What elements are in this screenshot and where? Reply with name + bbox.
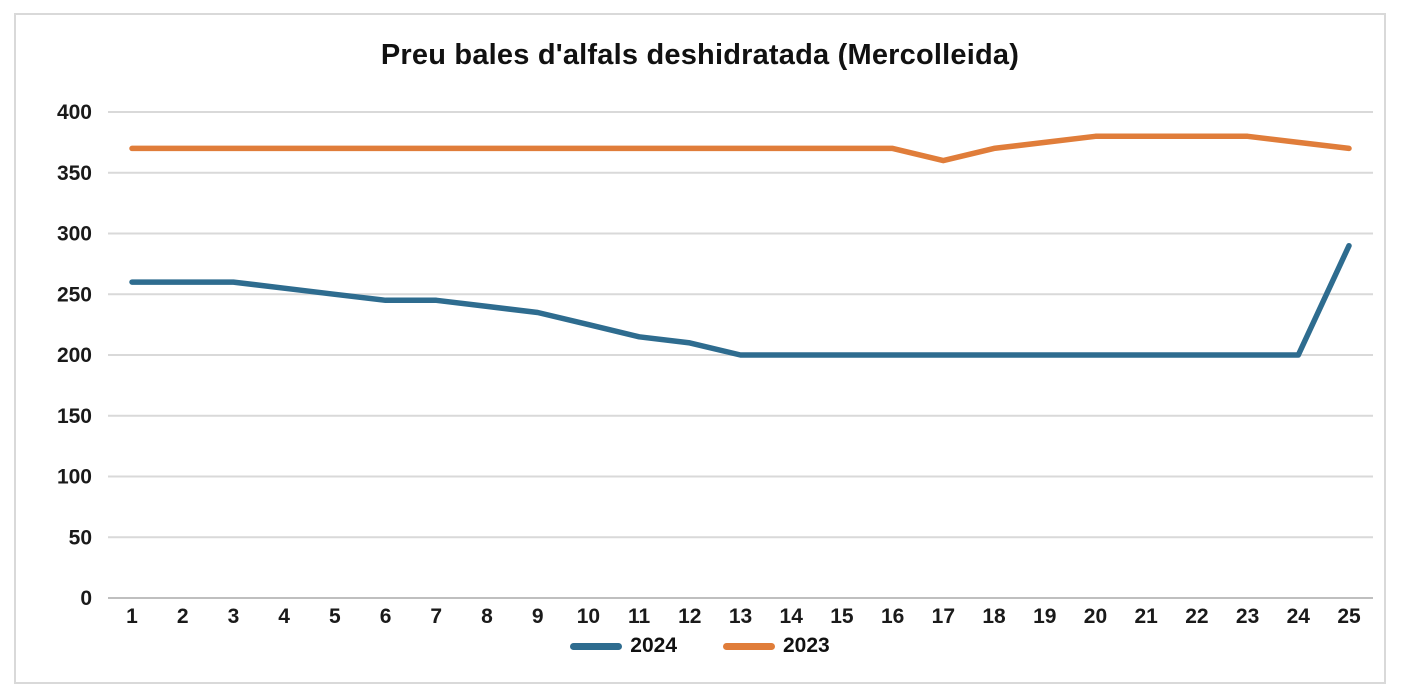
x-tick-label: 12 (678, 605, 701, 628)
series-line-2023 (129, 133, 1352, 164)
x-tick-label: 20 (1084, 605, 1107, 628)
legend-swatch-2023 (723, 642, 775, 650)
y-tick-label: 250 (57, 283, 92, 306)
x-tick-label: 23 (1236, 605, 1259, 628)
x-tick-label: 10 (577, 605, 600, 628)
x-tick-label: 4 (278, 605, 290, 628)
chart-title: Preu bales d'alfals deshidratada (Mercol… (380, 39, 1020, 71)
legend-item-2023: 2023 (723, 634, 830, 658)
x-tick-label: 7 (430, 605, 442, 628)
y-tick-label: 150 (57, 405, 92, 428)
x-tick-label: 17 (932, 605, 955, 628)
x-tick-label: 15 (830, 605, 854, 628)
x-tick-label: 16 (881, 605, 904, 628)
x-tick-label: 2 (177, 605, 189, 628)
x-tick-label: 11 (628, 605, 651, 628)
x-tick-label: 6 (380, 605, 392, 628)
x-tick-label: 8 (481, 605, 493, 628)
y-tick-label: 0 (80, 587, 92, 610)
x-tick-label: 14 (780, 605, 804, 628)
legend-label-2024: 2024 (630, 634, 677, 657)
series-line-2024 (129, 242, 1352, 358)
x-tick-label: 18 (982, 605, 1006, 628)
x-tick-label: 1 (126, 605, 138, 628)
x-tick-label: 19 (1033, 605, 1056, 628)
x-tick-label: 24 (1287, 605, 1311, 628)
y-tick-label: 200 (57, 344, 92, 367)
chart-figure: Preu bales d'alfals deshidratada (Mercol… (14, 13, 1386, 684)
x-tick-label: 25 (1337, 605, 1361, 628)
legend-label-2023: 2023 (783, 634, 830, 657)
y-tick-label: 400 (57, 101, 92, 124)
x-tick-label: 5 (329, 605, 341, 628)
y-tick-label: 50 (69, 526, 92, 549)
x-tick-label: 3 (228, 605, 240, 628)
legend-swatch-2024 (570, 642, 623, 650)
x-tick-label: 22 (1185, 605, 1208, 628)
y-tick-label: 300 (57, 223, 92, 246)
legend-item-2024: 2024 (570, 634, 677, 658)
y-tick-label: 100 (57, 466, 92, 489)
x-tick-label: 13 (729, 605, 752, 628)
x-tick-label: 9 (532, 605, 544, 628)
x-tick-label: 21 (1134, 605, 1158, 628)
y-tick-label: 350 (57, 162, 92, 185)
legend: 2024 2023 (16, 634, 1384, 658)
